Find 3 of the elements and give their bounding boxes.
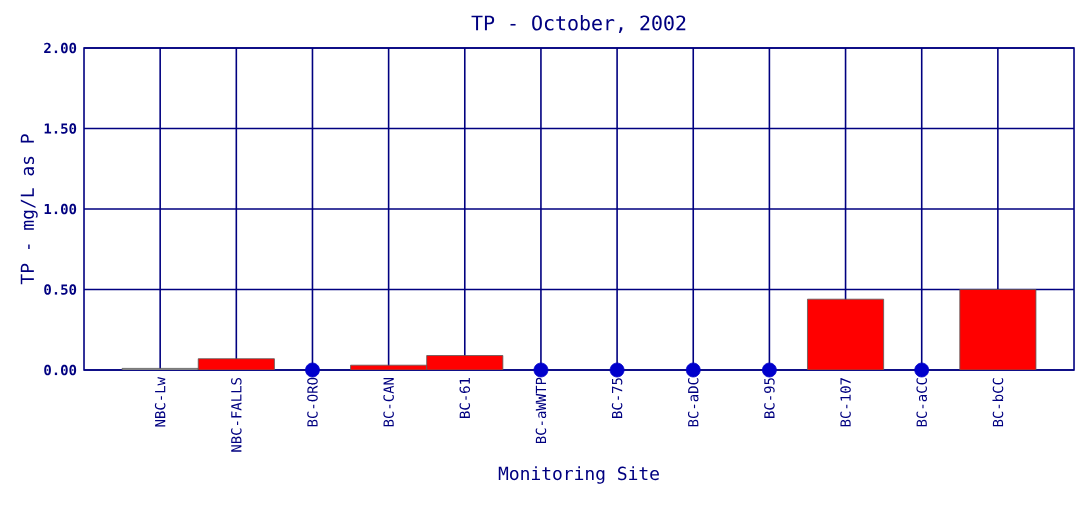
x-axis-title: Monitoring Site <box>498 466 659 484</box>
y-axis-title: TP - mg/L as P <box>20 134 38 285</box>
chart-title: TP - October, 2002 <box>471 15 686 33</box>
